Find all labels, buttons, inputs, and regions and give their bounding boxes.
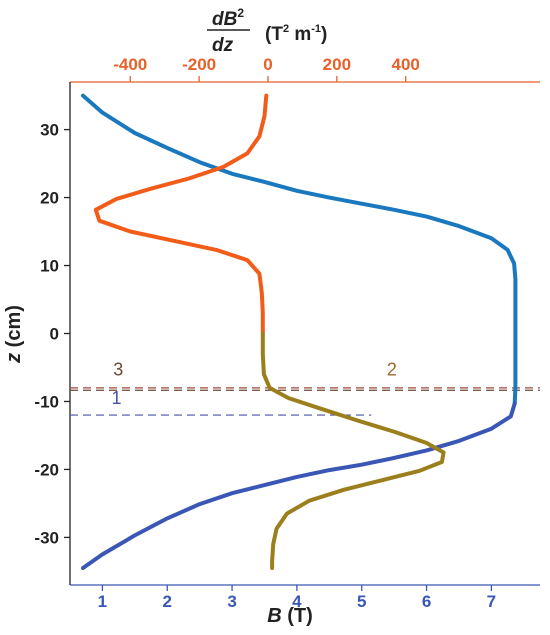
top-title-denominator: dz xyxy=(212,35,234,56)
left-tick-label: 10 xyxy=(40,257,59,276)
annotations: 3 2 1 xyxy=(111,360,396,409)
top-tick-label: 400 xyxy=(392,55,420,74)
top-unit-sup2: -1 xyxy=(311,23,321,35)
top-axis-title: dB2 dz (T2 m-1) xyxy=(207,6,327,56)
left-axis-ticks: 30 20 10 0 -10 -20 -30 xyxy=(34,121,70,547)
top-title-sup: 2 xyxy=(237,6,244,20)
bottom-tick-label: 6 xyxy=(422,592,431,611)
top-unit-mid: m xyxy=(289,24,311,45)
reference-lines xyxy=(70,387,540,416)
left-tick-label: -30 xyxy=(34,528,59,547)
curves xyxy=(81,93,518,570)
svg-text:(T2 m-1): (T2 m-1) xyxy=(265,23,327,45)
left-tick-label: -10 xyxy=(34,392,59,411)
bottom-tick-label: 4 xyxy=(292,592,302,611)
bottom-tick-label: 1 xyxy=(98,592,107,611)
top-unit-suffix: ) xyxy=(321,24,327,45)
top-axis-ticks: -400 -200 0 200 400 xyxy=(113,55,420,82)
field-curve-lower xyxy=(81,401,517,570)
bottom-tick-label: 2 xyxy=(163,592,172,611)
bottom-axis-ticks: 1 2 3 4 5 6 7 xyxy=(98,585,496,611)
bottom-axis-title: B (T) xyxy=(267,605,313,627)
top-tick-label: 200 xyxy=(323,55,351,74)
left-axis-title: z (cm) xyxy=(3,305,25,364)
top-tick-label: 0 xyxy=(263,55,272,74)
line-label: 1 xyxy=(111,388,121,408)
top-tick-label: -200 xyxy=(182,55,216,74)
field-curve-upper xyxy=(81,93,518,406)
left-tick-label: 20 xyxy=(40,189,59,208)
svg-text:dB2: dB2 xyxy=(212,6,244,30)
line-label: 3 xyxy=(113,360,123,380)
top-tick-label: -400 xyxy=(113,55,147,74)
left-tick-label: -20 xyxy=(34,460,59,479)
top-unit-sup: 2 xyxy=(283,23,289,35)
bottom-tick-label: 5 xyxy=(357,592,366,611)
bottom-tick-label: 3 xyxy=(227,592,236,611)
top-title-numerator: dB xyxy=(212,9,238,30)
line-label: 2 xyxy=(387,360,397,380)
left-tick-label: 30 xyxy=(40,121,59,140)
gradient-curve-upper xyxy=(93,93,269,336)
bottom-tick-label: 7 xyxy=(487,592,496,611)
gradient-curve-lower xyxy=(260,331,446,570)
left-tick-label: 0 xyxy=(50,325,59,344)
top-unit-prefix: (T xyxy=(265,24,283,45)
